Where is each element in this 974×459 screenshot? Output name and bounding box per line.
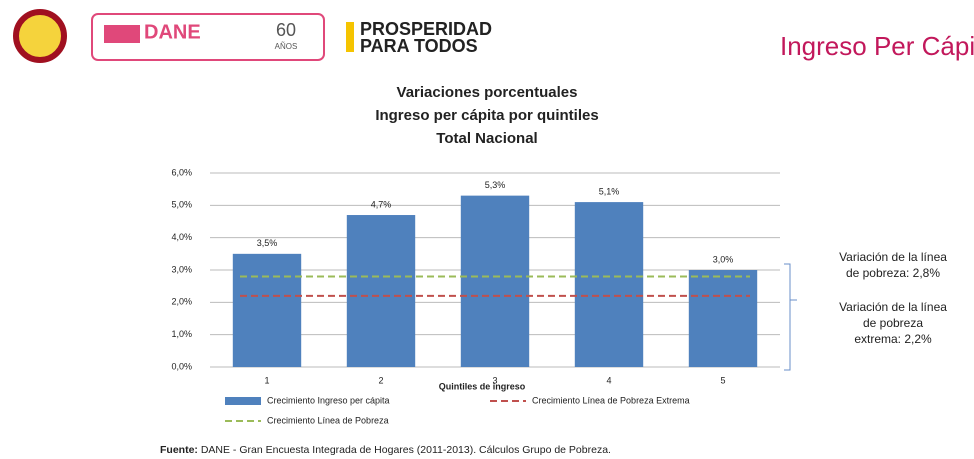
chart-title: Variaciones porcentuales (397, 84, 578, 101)
bar (688, 270, 758, 367)
chart-title: Total Nacional (436, 130, 537, 147)
annotation: extrema: 2,2% (854, 332, 932, 346)
years-logo: 60 (276, 20, 296, 40)
legend-label: Crecimiento Línea de Pobreza Extrema (532, 395, 690, 405)
bar (460, 195, 530, 367)
annotation: Variación de la línea (839, 250, 947, 264)
flag-bar (346, 22, 354, 52)
years-word: AÑOS (275, 42, 298, 51)
annotation: Variación de la línea (839, 300, 947, 314)
dane-logo-box (91, 13, 325, 61)
x-tick-label: 4 (606, 375, 611, 385)
x-tick-label: 1 (264, 375, 269, 385)
bracket (784, 263, 797, 371)
x-tick-label: 3 (492, 375, 497, 385)
legend-swatch (225, 397, 261, 405)
y-tick-label: 5,0% (171, 200, 192, 210)
bar (232, 253, 302, 367)
y-tick-label: 4,0% (171, 232, 192, 242)
y-tick-label: 1,0% (171, 329, 192, 339)
bar (346, 215, 416, 367)
x-tick-label: 2 (378, 375, 383, 385)
prosperidad-logo: PARA TODOS (360, 36, 478, 56)
emblem (13, 9, 67, 63)
slide-title: Ingreso Per Cápita (780, 31, 974, 61)
annotation: de pobreza (863, 316, 923, 330)
y-tick-label: 6,0% (171, 167, 192, 177)
y-tick-label: 3,0% (171, 264, 192, 274)
footer-label: Fuente: (160, 444, 198, 456)
value-label: 3,0% (713, 254, 734, 264)
chart-title: Ingreso per cápita por quintiles (375, 107, 598, 124)
prosperidad-logo: PROSPERIDAD (360, 19, 492, 39)
y-tick-label: 0,0% (171, 361, 192, 371)
x-axis-label: Quintiles de ingreso (439, 381, 526, 391)
footer: Fuente: DANE - Gran Encuesta Integrada d… (160, 444, 611, 456)
value-label: 5,1% (599, 186, 620, 196)
footer-text: DANE - Gran Encuesta Integrada de Hogare… (201, 444, 611, 456)
dane-logo: DANE (144, 21, 201, 43)
dane-mark (104, 25, 140, 43)
value-label: 5,3% (485, 180, 506, 190)
value-label: 3,5% (257, 238, 278, 248)
legend-label: Crecimiento Línea de Pobreza (267, 415, 389, 425)
value-label: 4,7% (371, 199, 392, 209)
bar (574, 202, 644, 367)
legend-label: Crecimiento Ingreso per cápita (267, 395, 390, 405)
x-tick-label: 5 (720, 375, 725, 385)
y-tick-label: 2,0% (171, 297, 192, 307)
annotation: de pobreza: 2,8% (846, 266, 940, 280)
